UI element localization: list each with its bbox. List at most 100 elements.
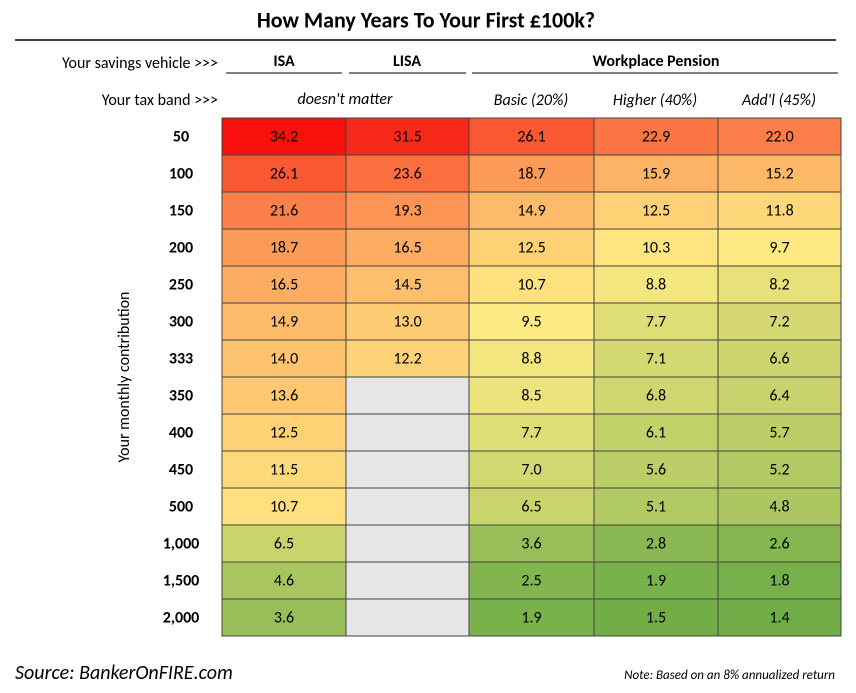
cell-value: 26.1 [270,164,298,183]
cell-value: 13.0 [393,312,421,331]
cell [468,561,595,600]
row-label: 350 [169,386,193,405]
cell-value: 10.7 [517,275,545,294]
cell [221,154,347,193]
note: Note: Based on an 8% annualized return [624,668,835,683]
vehicle-label: Your savings vehicle >>> [62,54,218,73]
cell-value: 12.5 [517,238,545,257]
cell-value: 1.5 [646,608,666,627]
cell [717,154,842,193]
cell-value: 16.5 [270,275,298,294]
cell [345,413,470,452]
cell [717,487,842,526]
cell [593,228,719,267]
cell-value: 18.7 [270,238,298,257]
cell [345,191,470,230]
cell-value: 2.6 [769,534,789,553]
cell [593,524,719,563]
cell-value: 8.2 [769,275,789,294]
row-label: 1,500 [163,571,200,590]
cell-value: 7.2 [769,312,789,331]
vehicle: ISA [273,52,295,71]
cell-value: 10.7 [270,497,298,516]
cell-value: 26.1 [517,127,545,146]
table: 50 34.2 31.5 26.1 22.9 22.0 100 26.1 23.6 18.7 15.… [163,117,842,637]
cell-value: 14.5 [393,275,421,294]
cell [717,339,842,378]
cell [345,561,470,600]
cell [593,302,719,341]
cell-value: 2.8 [646,534,666,553]
cell [345,524,470,563]
row-label: 200 [169,238,193,257]
cell-value: 22.0 [765,127,793,146]
cell [717,598,842,637]
cell [221,117,347,156]
cell [345,339,470,378]
cell-value: 5.6 [646,460,666,479]
cell [468,524,595,563]
cell-value: 14.0 [270,349,298,368]
cell-value: 1.9 [646,571,666,590]
cell [717,265,842,304]
cell [345,450,470,489]
row-label: 450 [169,460,193,479]
cell-value: 5.7 [769,423,789,442]
row-label: 250 [169,275,193,294]
cell [468,450,595,489]
cell [221,413,347,452]
cell [717,191,842,230]
row-label: 500 [169,497,193,516]
cell [221,302,347,341]
cell [593,154,719,193]
cell-value: 6.6 [769,349,789,368]
cell-value: 3.6 [274,608,294,627]
cell-value: 12.5 [270,423,298,442]
cell-value: 14.9 [517,201,545,220]
cell-value: 15.2 [765,164,793,183]
cell-value: 1.4 [769,608,789,627]
cell-value: 18.7 [517,164,545,183]
cell-value: 4.6 [274,571,294,590]
cell-value: 6.5 [274,534,294,553]
tax-band: Higher (40%) [613,91,697,110]
cell [345,487,470,526]
tax-band: doesn't matter [297,90,393,109]
cell-value: 6.8 [646,386,666,405]
cell-value: 7.7 [646,312,666,331]
cell-value: 10.3 [642,238,670,257]
cell-value: 7.0 [521,460,541,479]
cell-value: 21.6 [270,201,298,220]
row-label: 300 [169,312,193,331]
tax-band: Basic (20%) [494,91,568,110]
cell [717,228,842,267]
row-label: 400 [169,423,193,442]
cell [345,376,470,415]
cell [717,376,842,415]
cell-value: 2.5 [521,571,541,590]
row-label: 2,000 [163,608,200,627]
cell-value: 5.2 [769,460,789,479]
cell [717,117,842,156]
cell [468,413,595,452]
cell [468,598,595,637]
cell [468,376,595,415]
vehicle: LISA [393,52,421,71]
cell-value: 5.1 [646,497,666,516]
row-label: 150 [169,201,193,220]
cell [593,191,719,230]
cell-value: 14.9 [270,312,298,331]
cell [221,450,347,489]
cell-value: 15.9 [642,164,670,183]
cell-value: 6.4 [769,386,789,405]
cell [593,117,719,156]
cell [468,228,595,267]
cell-value: 7.1 [646,349,666,368]
cell-value: 8.8 [521,349,541,368]
cell-value: 9.5 [521,312,541,331]
cell-value: 8.8 [646,275,666,294]
cell-value: 7.7 [521,423,541,442]
cell [468,117,595,156]
tax-label: Your tax band >>> [102,91,218,110]
